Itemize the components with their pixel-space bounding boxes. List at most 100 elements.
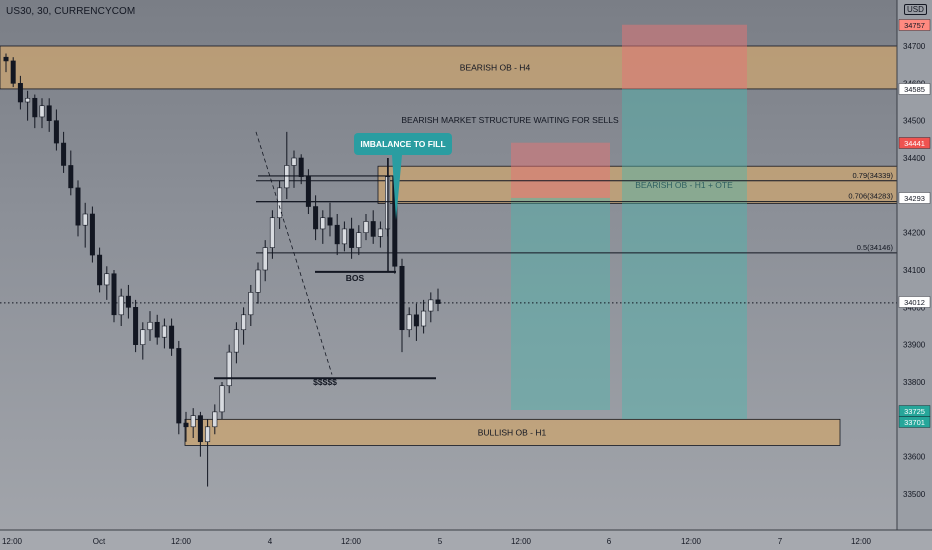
- bos-label: BOS: [346, 273, 365, 283]
- candle-body: [298, 157, 304, 177]
- imbalance-callout-label: IMBALANCE TO FILL: [360, 139, 445, 149]
- y-tick-label: 33600: [903, 453, 926, 462]
- candle-body: [421, 310, 427, 327]
- candle-body: [428, 299, 434, 312]
- x-tick-label: 5: [438, 537, 443, 546]
- y-tick-label: 33900: [903, 341, 926, 350]
- order-block-zone: [377, 165, 898, 204]
- candle-body: [32, 97, 38, 118]
- candle-body: [212, 411, 218, 428]
- candle-body: [334, 224, 340, 245]
- symbol-title: US30, 30, CURRENCYCOM: [6, 6, 136, 17]
- price-label-tag: [898, 416, 931, 428]
- candle-body: [125, 295, 131, 308]
- liquidity-label: $$$$$: [313, 377, 337, 387]
- y-tick-label: 34100: [903, 266, 926, 275]
- candle-body: [435, 299, 441, 304]
- x-tick-label: 12:00: [851, 537, 872, 546]
- candle-body: [97, 254, 103, 286]
- candle-body: [183, 422, 189, 428]
- candle-body: [133, 307, 139, 345]
- candle-body: [284, 165, 290, 189]
- candle-body: [25, 97, 31, 103]
- fib-diagonal: [255, 131, 333, 375]
- x-tick-label: 6: [607, 537, 612, 546]
- candle-body: [104, 273, 110, 286]
- candle-body: [349, 228, 355, 248]
- candle-body: [10, 60, 16, 84]
- price-label-text: 34585: [904, 85, 925, 94]
- candle-body: [406, 314, 412, 331]
- x-tick-label: 4: [268, 537, 273, 546]
- candle-body: [61, 142, 67, 166]
- candle-body: [255, 269, 261, 293]
- price-label-text: 33725: [904, 407, 925, 416]
- fib-level-label: 0.79(34339): [853, 171, 894, 180]
- y-tick-label: 33800: [903, 378, 926, 387]
- imbalance-callout-box: [354, 133, 452, 155]
- candle-body: [341, 228, 347, 245]
- price-label-tag: [898, 83, 931, 95]
- candle-body: [75, 187, 81, 226]
- stop-loss-zone: [511, 142, 610, 198]
- x-tick-label: Oct: [93, 537, 106, 546]
- price-label-tag: [898, 137, 931, 149]
- annotations: BOS $$$$$ BEARISH MARKET STRUCTURE WAITING…: [214, 115, 619, 387]
- x-tick-label: 12:00: [2, 537, 23, 546]
- imbalance-callout-pointer: [392, 155, 402, 220]
- candle-body: [241, 314, 247, 331]
- candle-body: [111, 273, 117, 316]
- price-label-tag: [898, 296, 931, 308]
- x-tick-label: 12:00: [681, 537, 702, 546]
- candle-body: [154, 321, 160, 338]
- candle-body: [377, 228, 383, 237]
- order-block-zone: [0, 45, 898, 90]
- candle-body: [269, 217, 275, 248]
- candle-body: [197, 415, 203, 443]
- zone-label: BEARISH OB - H4: [460, 62, 531, 72]
- order-block-zones: BEARISH OB - H4 BEARISH OB - H1 + OTE BULL…: [0, 45, 898, 446]
- take-profit-zone: [511, 197, 610, 410]
- candle-body: [291, 157, 297, 166]
- y-tick-label: 34200: [903, 229, 926, 238]
- candle-body: [46, 105, 52, 121]
- y-tick-label: 33500: [903, 490, 926, 499]
- x-tick-label: 12:00: [511, 537, 532, 546]
- price-label-tag: [898, 19, 931, 31]
- zone-label: BULLISH OB - H1: [478, 427, 547, 437]
- candle-body: [370, 221, 376, 237]
- price-label-text: 34441: [904, 139, 925, 148]
- fib-level-label: 0.706(34283): [848, 192, 893, 201]
- x-tick-label: 7: [778, 537, 783, 546]
- candle-body: [277, 187, 283, 219]
- candle-body: [176, 348, 182, 424]
- candle-body: [248, 292, 254, 316]
- candle-body: [53, 120, 59, 144]
- price-label-text: 34293: [904, 194, 925, 203]
- candle-body: [3, 56, 9, 62]
- candle-body: [169, 325, 175, 349]
- position-boxes: [511, 24, 747, 419]
- price-label-text: 34012: [904, 298, 925, 307]
- candle-body: [89, 213, 95, 256]
- fib-level-label: 0.5(34146): [857, 243, 894, 252]
- take-profit-zone: [622, 88, 747, 419]
- currency-badge[interactable]: USD: [904, 4, 927, 15]
- candle-body: [313, 206, 319, 230]
- candle-body: [327, 217, 333, 226]
- candle-body: [363, 221, 369, 233]
- candle-body: [226, 351, 232, 387]
- structure-note: BEARISH MARKET STRUCTURE WAITING FOR SEL…: [401, 115, 619, 125]
- order-block-zone: [184, 418, 841, 446]
- candle-body: [190, 415, 196, 428]
- time-axis-panel[interactable]: [0, 530, 932, 550]
- zone-label: BEARISH OB - H1 + OTE: [635, 180, 733, 190]
- y-tick-label: 34500: [903, 117, 926, 126]
- candle-body: [161, 325, 167, 338]
- candle-body: [262, 247, 268, 271]
- x-tick-label: 12:00: [341, 537, 362, 546]
- price-label-tag: [898, 192, 931, 204]
- candle-body: [205, 426, 211, 443]
